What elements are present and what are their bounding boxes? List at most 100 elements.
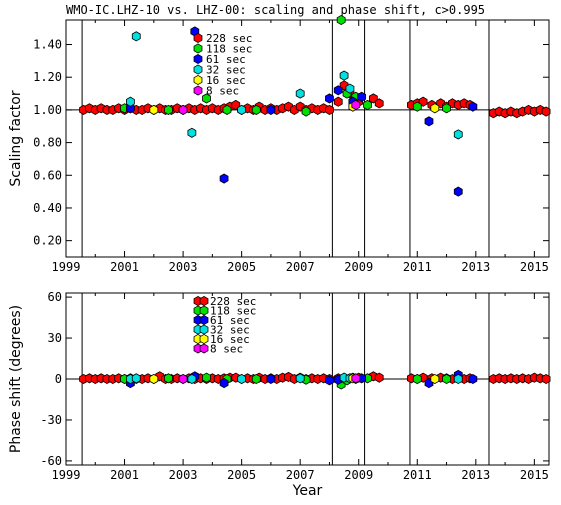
legend-marker (193, 74, 203, 86)
y-tick-label: 0.40 (33, 201, 62, 215)
legend-label: 8 sec (210, 343, 243, 356)
data-point (295, 88, 305, 99)
data-point (251, 104, 261, 115)
legend-marker (193, 85, 203, 96)
data-point (453, 129, 463, 140)
x-tick-label: 2001 (110, 468, 139, 482)
data-point (412, 101, 422, 112)
data-point (336, 14, 346, 26)
x-tick-label: 2009 (344, 468, 373, 482)
y-tick-label: 1.20 (33, 70, 62, 84)
legend-label: 118 sec (206, 43, 252, 56)
data-point (345, 83, 355, 94)
data-point (237, 104, 247, 115)
legend-label: 228 sec (206, 32, 252, 45)
legend-marker (199, 324, 209, 335)
y-axis-title: Phase shift (degrees) (8, 305, 24, 453)
series-32-sec (126, 31, 463, 140)
legend-marker (199, 343, 209, 354)
data-point (301, 106, 311, 117)
legend-marker (199, 333, 209, 345)
data-point (325, 375, 334, 386)
data-point (164, 373, 173, 384)
x-tick-label: 2003 (169, 468, 198, 482)
legend-marker (193, 53, 203, 65)
legend-label: 61 sec (210, 314, 250, 327)
series-8-sec (178, 99, 361, 115)
y-tick-label: 0.60 (33, 168, 62, 182)
data-point (202, 93, 211, 104)
x-tick-label: 2007 (286, 468, 315, 482)
data-point (430, 373, 440, 385)
data-point (374, 372, 384, 383)
legend-marker (193, 64, 203, 75)
data-point (442, 373, 451, 385)
data-point (351, 99, 361, 111)
data-point (339, 70, 349, 81)
legend-marker (199, 295, 209, 307)
legend-marker (193, 43, 203, 54)
y-tick-label: 0.20 (33, 234, 62, 248)
legend-label: 16 sec (206, 74, 246, 87)
x-tick-label: 2001 (110, 260, 139, 274)
legend-label: 16 sec (210, 333, 250, 346)
data-point (541, 106, 551, 117)
x-tick-label: 2011 (403, 468, 432, 482)
y-tick-label: -30 (40, 413, 62, 427)
series-8-sec (178, 373, 361, 385)
data-point (374, 98, 384, 109)
data-point (266, 104, 276, 115)
data-point (266, 373, 276, 385)
x-tick-label: 1999 (52, 468, 81, 482)
y-tick-label: 0.80 (33, 136, 62, 150)
x-tick-label: 1999 (52, 260, 81, 274)
y-tick-label: 1.00 (33, 103, 62, 117)
data-point (149, 104, 159, 115)
legend-label: 32 sec (206, 64, 246, 77)
data-point (219, 173, 229, 184)
legend-marker (199, 314, 209, 326)
data-point (178, 104, 188, 115)
x-tick-label: 2005 (227, 260, 256, 274)
x-tick-label: 2013 (461, 260, 490, 274)
data-point (351, 373, 361, 384)
data-point (325, 104, 334, 115)
data-point (333, 85, 343, 96)
data-point (222, 104, 232, 115)
data-point (541, 373, 551, 385)
data-point (149, 373, 159, 385)
x-tick-label: 2011 (403, 260, 432, 274)
data-point (219, 378, 229, 389)
y-tick-label: 0 (55, 372, 62, 386)
x-tick-label: 2009 (344, 260, 373, 274)
x-tick-label: 2015 (520, 260, 549, 274)
data-point (131, 373, 141, 384)
legend-label: 228 sec (210, 295, 256, 308)
y-tick-label: -60 (40, 454, 62, 468)
data-point (412, 373, 422, 385)
scaling-factor-panel: WMO-IC.LHZ-10 vs. LHZ-00: scaling and ph… (8, 3, 551, 274)
data-point (131, 31, 141, 42)
data-point (363, 99, 372, 111)
data-point (251, 373, 261, 385)
legend-label: 118 sec (210, 305, 256, 318)
data-point (453, 186, 463, 197)
data-point (187, 373, 197, 385)
x-axis-title: Year (292, 483, 323, 499)
data-point (164, 104, 173, 115)
data-point (126, 96, 135, 107)
legend-label: 32 sec (210, 324, 250, 337)
data-point (424, 116, 434, 127)
data-point (357, 91, 367, 102)
data-point (468, 101, 478, 112)
y-tick-label: 1.40 (33, 38, 62, 52)
data-point (202, 372, 211, 383)
data-point (178, 373, 188, 385)
data-point (325, 93, 334, 104)
phase-shift-panel: -60 -30 0 30 60 1999 2001 2003 2005 2007 2009 2011 2… (8, 290, 551, 499)
data-point (187, 127, 197, 138)
